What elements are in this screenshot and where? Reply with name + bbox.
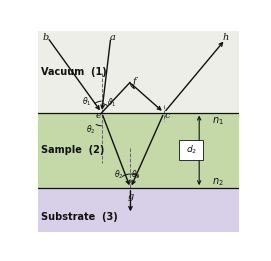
Text: g: g bbox=[127, 193, 134, 201]
Bar bbox=[179, 140, 203, 160]
Text: b: b bbox=[42, 33, 49, 42]
Text: Substrate  (3): Substrate (3) bbox=[41, 212, 118, 222]
Bar bbox=[38, 113, 239, 188]
Text: $\theta_2$: $\theta_2$ bbox=[114, 169, 123, 181]
Bar bbox=[38, 31, 239, 113]
Text: $\theta_1$: $\theta_1$ bbox=[82, 96, 92, 108]
Text: $\vartheta_1$: $\vartheta_1$ bbox=[107, 96, 116, 109]
Text: a: a bbox=[110, 33, 116, 42]
Text: $n_1$: $n_1$ bbox=[212, 115, 224, 127]
Text: $d_2$: $d_2$ bbox=[186, 144, 197, 156]
Text: $n_2$: $n_2$ bbox=[212, 176, 224, 188]
Text: f: f bbox=[133, 77, 136, 86]
Text: $\theta_2$: $\theta_2$ bbox=[131, 169, 141, 181]
Text: $\theta_2$: $\theta_2$ bbox=[86, 123, 96, 136]
Text: h: h bbox=[222, 33, 228, 42]
Text: Sample  (2): Sample (2) bbox=[41, 145, 105, 155]
Bar bbox=[38, 188, 239, 232]
Text: c: c bbox=[164, 111, 170, 120]
Text: Vacuum  (1): Vacuum (1) bbox=[41, 67, 107, 77]
Text: e: e bbox=[95, 111, 101, 120]
